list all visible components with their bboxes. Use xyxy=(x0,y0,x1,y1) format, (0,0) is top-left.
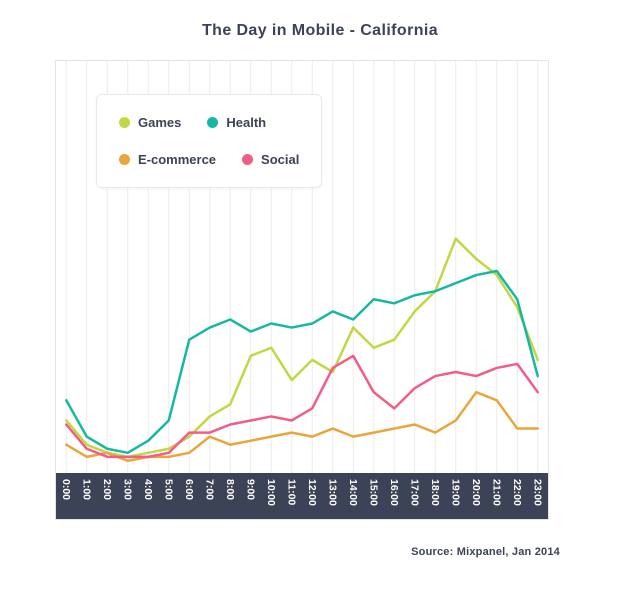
svg-text:1:00: 1:00 xyxy=(80,479,92,500)
svg-text:0:00: 0:00 xyxy=(60,479,72,500)
svg-text:6:00: 6:00 xyxy=(183,479,195,500)
svg-text:7:00: 7:00 xyxy=(203,479,215,500)
svg-text:10:00: 10:00 xyxy=(265,479,277,506)
svg-text:12:00: 12:00 xyxy=(306,479,318,506)
source-attribution: Source: Mixpanel, Jan 2014 xyxy=(411,546,560,558)
legend-item-social: Social xyxy=(242,152,299,167)
page-title: The Day in Mobile - California xyxy=(201,22,439,39)
svg-text:15:00: 15:00 xyxy=(367,479,379,506)
svg-text:11:00: 11:00 xyxy=(285,479,297,505)
legend-label-ecommerce: E-commerce xyxy=(138,152,217,167)
legend: Games Health E-commerce Social xyxy=(96,94,323,188)
legend-row: E-commerce Social xyxy=(119,152,299,167)
svg-text:16:00: 16:00 xyxy=(388,479,400,506)
svg-text:23:00: 23:00 xyxy=(531,479,543,506)
svg-text:13:00: 13:00 xyxy=(326,479,338,506)
games-color-dot xyxy=(119,117,130,128)
legend-label-health: Health xyxy=(226,115,267,130)
svg-text:17:00: 17:00 xyxy=(408,479,420,506)
svg-text:4:00: 4:00 xyxy=(142,479,154,500)
legend-label-social: Social xyxy=(261,152,300,167)
svg-text:22:00: 22:00 xyxy=(511,479,523,506)
ecommerce-color-dot xyxy=(119,154,130,165)
svg-text:18:00: 18:00 xyxy=(429,479,441,506)
svg-text:2:00: 2:00 xyxy=(101,479,113,500)
svg-text:9:00: 9:00 xyxy=(244,479,256,500)
svg-text:14:00: 14:00 xyxy=(347,479,359,506)
svg-text:19:00: 19:00 xyxy=(449,479,461,506)
svg-text:3:00: 3:00 xyxy=(121,479,133,500)
svg-text:8:00: 8:00 xyxy=(224,479,236,500)
legend-item-ecommerce: E-commerce xyxy=(119,152,216,167)
legend-label-games: Games xyxy=(138,115,182,130)
social-color-dot xyxy=(242,154,254,165)
svg-text:20:00: 20:00 xyxy=(470,479,482,506)
chart-card: 0:00 1:00 2:00 3:00 4:00 5:00 6:00 7:00 8:00 9:00… xyxy=(55,60,549,520)
legend-row: Games Health xyxy=(119,115,299,130)
svg-text:21:00: 21:00 xyxy=(490,479,502,506)
legend-item-health: Health xyxy=(207,115,266,130)
svg-text:5:00: 5:00 xyxy=(162,479,174,500)
health-color-dot xyxy=(207,117,219,128)
legend-item-games: Games xyxy=(119,115,181,130)
